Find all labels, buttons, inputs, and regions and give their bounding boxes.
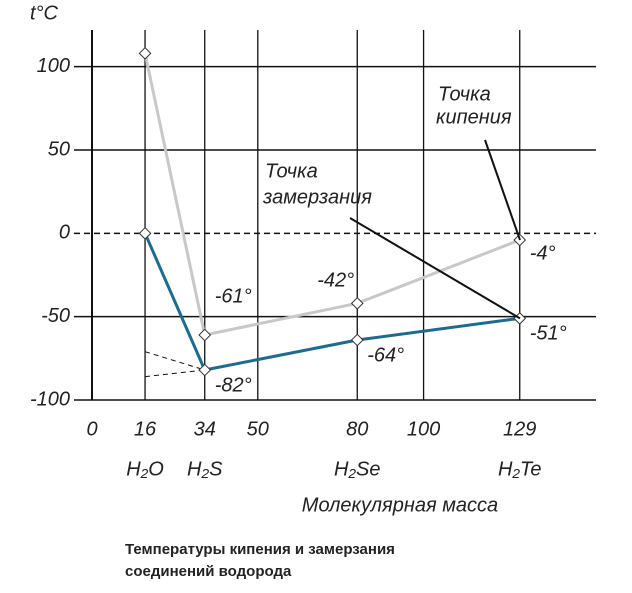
y-tick-label: -50 — [41, 305, 70, 327]
x-axis-label: Молекулярная масса — [302, 494, 498, 516]
x-tick-label: 16 — [134, 418, 157, 440]
compound-label: H₂Te — [498, 458, 542, 480]
x-tick-label: 100 — [407, 418, 440, 440]
x-tick-label: 0 — [86, 418, 97, 440]
point — [350, 296, 364, 310]
value-label: -4° — [530, 242, 556, 264]
annotation: замерзания — [262, 186, 372, 208]
annotation: Точка — [438, 83, 491, 105]
chart-title: Температуры кипения и замерзания — [125, 541, 395, 558]
point — [138, 46, 152, 60]
extrapolation — [144, 351, 205, 371]
point — [350, 333, 364, 347]
y-tick-label: -100 — [30, 388, 70, 410]
value-label: -42° — [317, 270, 354, 292]
extrapolation — [144, 369, 205, 378]
y-tick-label: 50 — [48, 138, 70, 160]
x-tick-label: 129 — [503, 418, 536, 440]
series-line — [143, 53, 521, 337]
annotation: кипения — [436, 106, 512, 128]
y-tick-label: 0 — [59, 222, 70, 244]
point — [198, 363, 212, 377]
value-label: -82° — [215, 374, 252, 396]
chart-title: соединений водорода — [125, 563, 292, 580]
x-tick-label: 50 — [247, 418, 269, 440]
compound-label: H₂O — [126, 458, 164, 480]
value-label: -51° — [530, 323, 567, 345]
x-tick-label: 80 — [346, 418, 368, 440]
annotation-pointer — [484, 139, 521, 241]
point — [138, 226, 152, 240]
compound-label: H₂S — [187, 458, 223, 480]
y-axis-label: t°C — [30, 2, 59, 24]
y-tick-label: 100 — [37, 55, 70, 77]
value-label: -61° — [215, 285, 252, 307]
compound-label: H₂Se — [334, 458, 381, 480]
point — [198, 328, 212, 342]
series-line — [143, 232, 520, 372]
x-tick-label: 34 — [194, 418, 216, 440]
annotation-pointer — [349, 217, 521, 320]
annotation: Точка — [265, 160, 318, 182]
value-label: -64° — [367, 344, 404, 366]
